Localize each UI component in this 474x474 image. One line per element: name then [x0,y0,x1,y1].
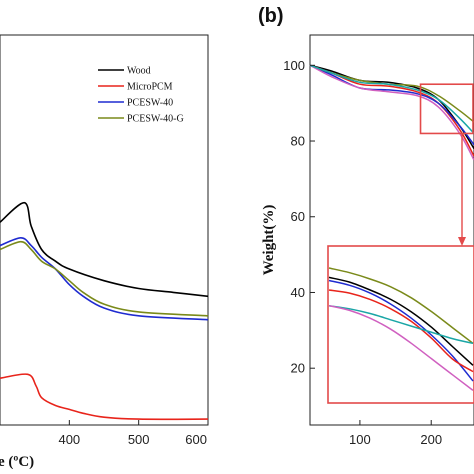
panel-b-y-tick-label-2: 60 [291,209,305,224]
panel-b-series-line-4 [309,64,474,161]
inset [327,245,474,404]
panel-b-y-tick-label-3: 80 [291,134,305,149]
panel-a-series-group [0,201,209,421]
panel-b-series-group [309,64,474,161]
legend-label-3: PCESW-40-G [127,114,184,125]
zoom-box [419,83,474,135]
inset-series-line-5 [328,304,474,391]
panel-b-x-tick-label-1: 200 [420,432,442,447]
zoom-arrowhead [458,237,466,246]
panel-a-series-line-3 [0,240,209,317]
panel-a-x-axis-title: e (ºC) [0,454,34,470]
panel-b-label: (b) [258,5,284,27]
panel-a-series-line-2 [0,236,209,321]
panel-a-plot-frame [0,34,209,426]
panel-a-x-ticks: 400 500 600 [58,420,209,447]
inset-series-line-2 [328,279,474,382]
panel-a-legend: Wood MicroPCM PCESW-40 PCESW-40-G [98,66,184,125]
panel-a-series-line-0 [0,201,209,298]
panel-a-x-tick-label-2: 600 [185,432,207,447]
panel-b-y-tick-label-1: 40 [291,285,305,300]
panel-a: 400 500 600 Wood MicroPCM PCESW-40 PCESW-40-G… [0,34,209,470]
panel-b-y-axis-title: Weight(%) [261,205,277,276]
inset-series-line-0 [328,267,474,344]
inset-series-group [328,267,474,391]
panel-b-y-tick-label-0: 20 [291,361,305,376]
panel-b: (b) 20 40 60 80 100 100 200 Weight(%) [258,5,474,447]
panel-b-y-ticks: 20 40 60 80 100 [283,58,315,376]
panel-b-series-line-2 [309,64,474,146]
legend-label-1: MicroPCM [127,82,173,93]
inset-frame [327,245,474,404]
inset-series-line-4 [328,304,474,345]
panel-a-series-line-1 [0,373,209,421]
legend-label-0: Wood [127,66,151,77]
panel-b-plot-frame [309,34,474,426]
panel-b-y-tick-label-4: 100 [283,58,305,73]
panel-b-x-tick-label-0: 100 [349,432,371,447]
panel-b-series-line-5 [309,64,474,134]
inset-series-line-3 [328,289,474,373]
panel-a-x-tick-label-0: 400 [58,432,80,447]
panel-b-x-ticks: 100 200 [349,420,442,447]
inset-series-line-1 [328,276,474,366]
legend-label-2: PCESW-40 [127,98,173,109]
panel-a-x-tick-label-1: 500 [128,432,150,447]
